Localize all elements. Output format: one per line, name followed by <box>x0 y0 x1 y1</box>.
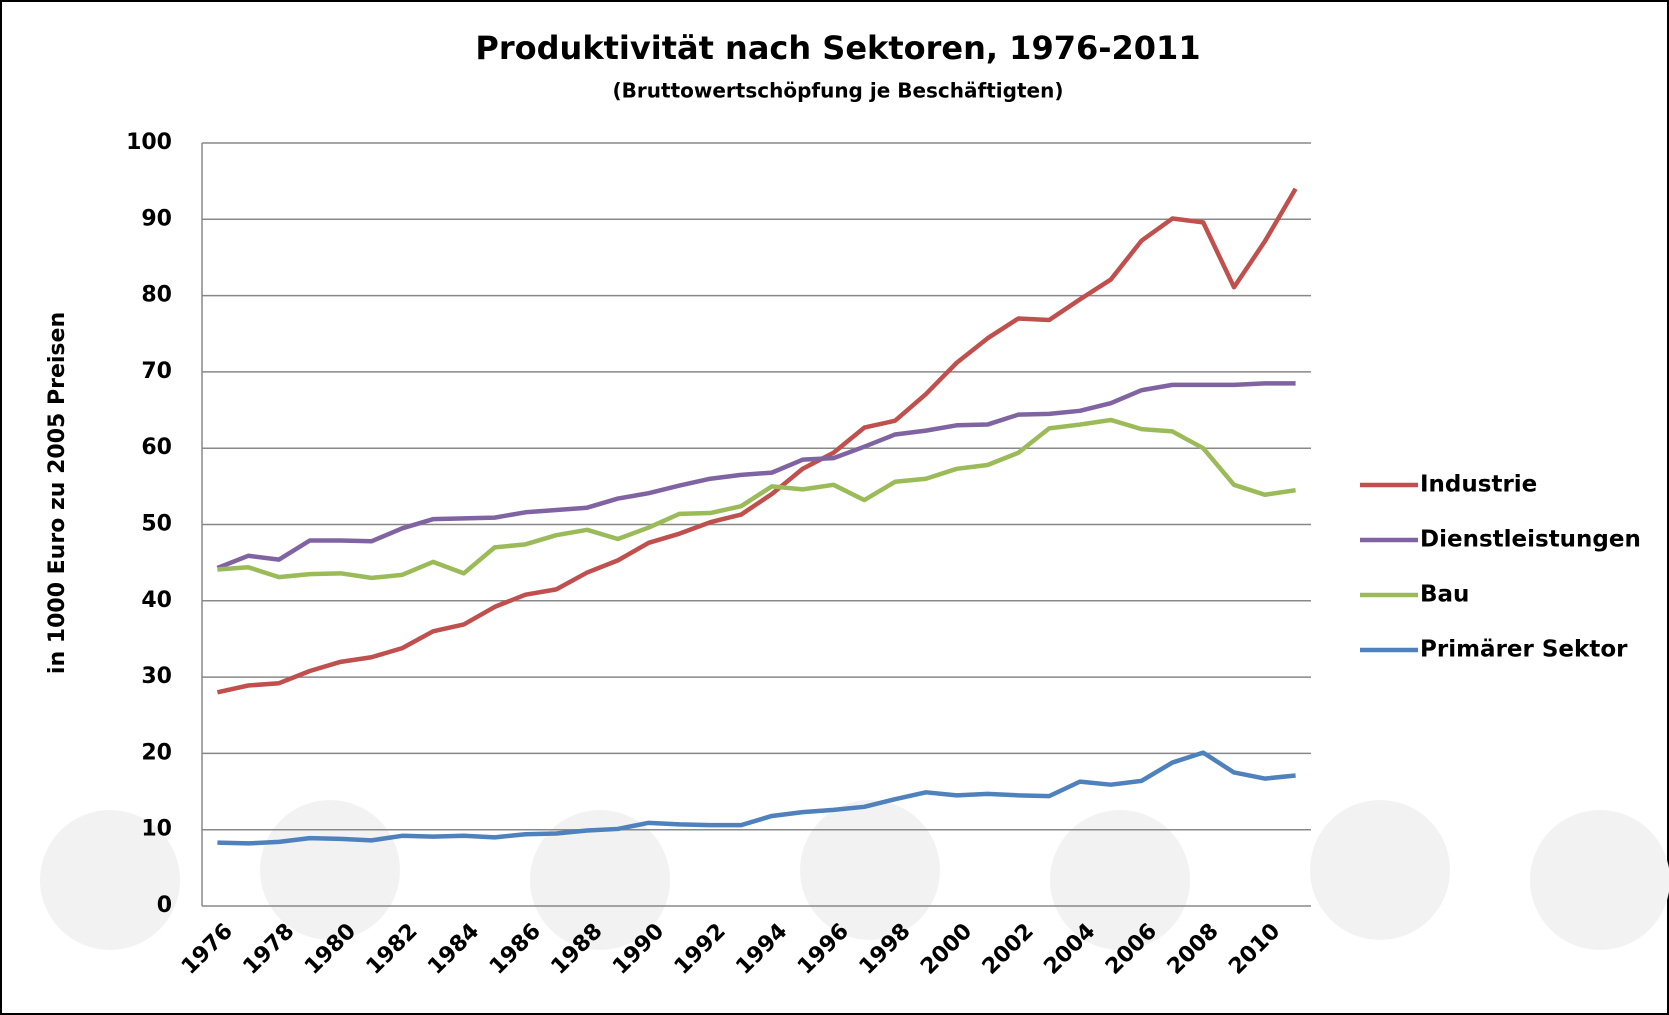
chart-subtitle: (Bruttowertschöpfung je Beschäftigten) <box>613 79 1064 103</box>
legend-label: Primärer Sektor <box>1420 637 1628 663</box>
chart: Produktivität nach Sektoren, 1976-2011 (… <box>0 0 1669 1015</box>
y-tick-label: 20 <box>141 740 172 765</box>
y-tick-label: 60 <box>141 435 172 460</box>
legend-label: Bau <box>1420 582 1469 608</box>
y-tick-label: 0 <box>157 893 172 918</box>
y-tick-label: 90 <box>141 206 172 231</box>
y-tick-label: 70 <box>141 359 172 384</box>
chart-title: Produktivität nach Sektoren, 1976-2011 <box>475 29 1200 67</box>
y-tick-label: 30 <box>141 664 172 689</box>
y-tick-label: 10 <box>141 817 172 842</box>
legend-label: Industrie <box>1420 472 1537 498</box>
y-tick-label: 40 <box>141 588 172 613</box>
y-tick-label: 100 <box>126 130 172 155</box>
y-tick-label: 80 <box>141 283 172 308</box>
legend-label: Dienstleistungen <box>1420 527 1641 553</box>
y-axis-label: in 1000 Euro zu 2005 Preisen <box>45 312 70 674</box>
y-tick-label: 50 <box>141 512 172 537</box>
